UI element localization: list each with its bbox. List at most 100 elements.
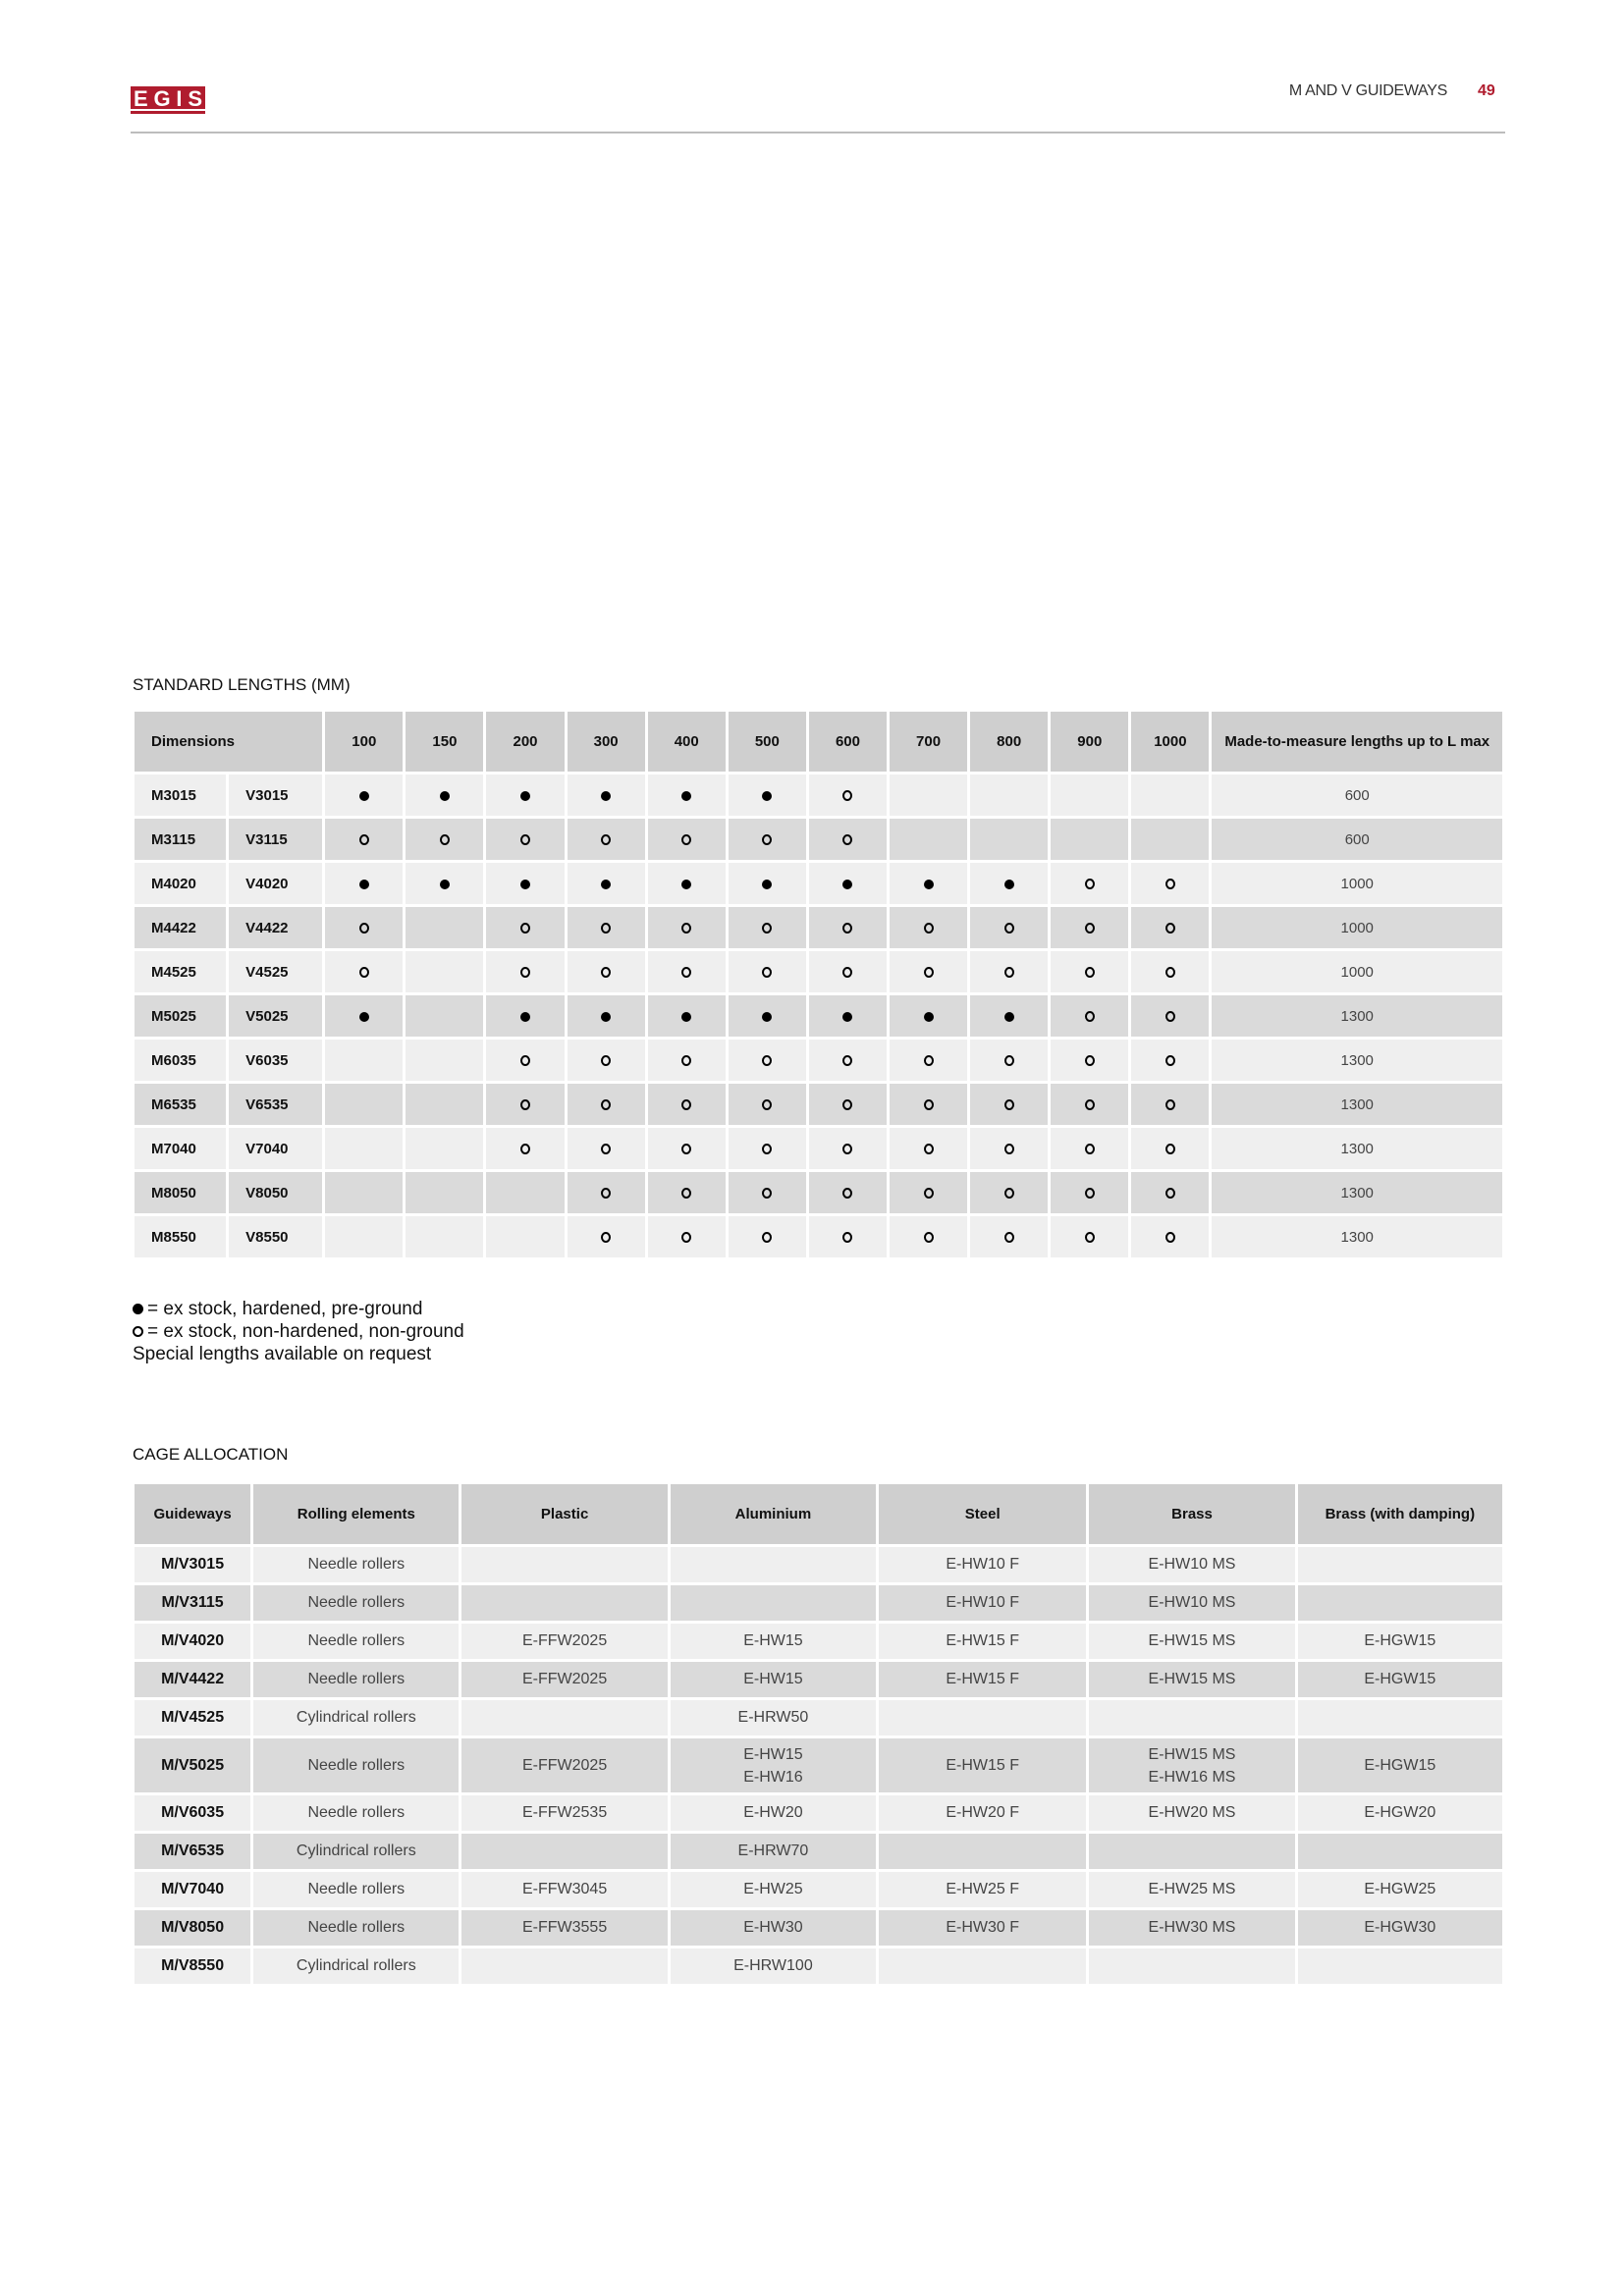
cage-cell: Needle rollers bbox=[253, 1872, 460, 1907]
table-header-row: Dimensions 100 150 200 300 400 500 600 700 800 90… bbox=[135, 712, 1502, 772]
filled-dot-icon bbox=[601, 790, 612, 801]
lmax-value: 1300 bbox=[1212, 1216, 1502, 1257]
guideway-cell: M/V3015 bbox=[135, 1547, 251, 1582]
filled-dot-icon bbox=[601, 879, 612, 889]
availability-cell bbox=[567, 1216, 645, 1257]
open-dot-icon bbox=[842, 1055, 853, 1067]
legend-note: Special lengths available on request bbox=[133, 1344, 432, 1364]
cage-cell: E-HW20 F bbox=[879, 1795, 1087, 1831]
filled-dot-icon bbox=[842, 879, 853, 889]
availability-cell bbox=[406, 1128, 484, 1169]
open-dot-icon bbox=[1164, 879, 1175, 890]
availability-cell bbox=[808, 1128, 888, 1169]
availability-cell bbox=[890, 995, 968, 1037]
open-dot-icon bbox=[762, 923, 773, 934]
open-dot-icon bbox=[681, 1055, 692, 1067]
v-designation: V3115 bbox=[229, 819, 323, 860]
table-row: M/V8050 Needle rollers E-FFW3555 E-HW30 E-HW… bbox=[135, 1910, 1502, 1946]
open-dot-icon bbox=[681, 1099, 692, 1111]
availability-cell bbox=[1051, 907, 1129, 948]
filled-dot-icon bbox=[133, 1304, 143, 1314]
table-row: M4020 V4020 1000 bbox=[135, 863, 1502, 904]
cage-cell: E-HW10 MS bbox=[1089, 1547, 1295, 1582]
legend: = ex stock, hardened, pre-ground = ex st… bbox=[133, 1298, 464, 1365]
availability-cell bbox=[1051, 995, 1129, 1037]
availability-cell bbox=[406, 1084, 484, 1125]
open-dot-icon bbox=[601, 923, 612, 934]
column-header-length: 600 bbox=[808, 712, 888, 772]
availability-cell bbox=[406, 863, 484, 904]
cage-cell: E-HGW15 bbox=[1297, 1624, 1502, 1659]
v-designation: V6535 bbox=[229, 1084, 323, 1125]
availability-cell bbox=[567, 1172, 645, 1213]
availability-cell bbox=[406, 774, 484, 816]
availability-cell bbox=[1051, 1216, 1129, 1257]
lmax-value: 1300 bbox=[1212, 1128, 1502, 1169]
filled-dot-icon bbox=[1003, 879, 1014, 889]
cage-cell bbox=[1297, 1547, 1502, 1582]
cage-cell: Needle rollers bbox=[253, 1795, 460, 1831]
open-dot-icon bbox=[1084, 1144, 1095, 1155]
availability-cell bbox=[325, 951, 404, 992]
cage-cell bbox=[879, 1834, 1087, 1869]
table-row: M/V6535 Cylindrical rollers E-HRW70 bbox=[135, 1834, 1502, 1869]
v-designation: V4525 bbox=[229, 951, 323, 992]
availability-cell bbox=[486, 819, 565, 860]
availability-cell bbox=[728, 774, 806, 816]
availability-cell bbox=[728, 951, 806, 992]
cage-cell: E-FFW2025 bbox=[461, 1624, 668, 1659]
table-row: M7040 V7040 1300 bbox=[135, 1128, 1502, 1169]
cage-cell bbox=[670, 1547, 877, 1582]
standard-lengths-table: Dimensions 100 150 200 300 400 500 600 700 800 90… bbox=[132, 709, 1505, 1260]
availability-cell bbox=[728, 1128, 806, 1169]
open-dot-icon bbox=[1164, 1011, 1175, 1023]
table-row: M/V5025 Needle rollers E-FFW2025 E-HW15 E-HW… bbox=[135, 1738, 1502, 1792]
availability-cell bbox=[567, 1128, 645, 1169]
cage-cell: E-HW15 F bbox=[879, 1624, 1087, 1659]
guideway-cell: M/V4020 bbox=[135, 1624, 251, 1659]
column-header: Steel bbox=[879, 1484, 1087, 1544]
availability-cell bbox=[728, 819, 806, 860]
cell-line: E-HW15 MS bbox=[1148, 1745, 1236, 1763]
legend-open-label: = ex stock, non-hardened, non-ground bbox=[147, 1321, 464, 1342]
open-dot-icon bbox=[439, 834, 450, 846]
availability-cell bbox=[1131, 907, 1210, 948]
v-designation: V6035 bbox=[229, 1040, 323, 1081]
cage-cell: E-HW10 F bbox=[879, 1547, 1087, 1582]
cage-cell bbox=[1089, 1949, 1295, 1984]
column-header: Brass (with damping) bbox=[1297, 1484, 1502, 1544]
open-dot-icon bbox=[1084, 923, 1095, 934]
standard-lengths-title: STANDARD LENGTHS (MM) bbox=[133, 675, 351, 694]
legend-item-filled: = ex stock, hardened, pre-ground bbox=[133, 1298, 464, 1320]
table-row: M/V3115 Needle rollers E-HW10 F E-HW10 MS bbox=[135, 1585, 1502, 1621]
availability-cell bbox=[728, 1216, 806, 1257]
availability-cell bbox=[567, 819, 645, 860]
availability-cell bbox=[486, 1172, 565, 1213]
availability-cell bbox=[647, 1172, 726, 1213]
lmax-header-label: Made-to-measure lengths up to L max bbox=[1224, 732, 1490, 750]
availability-cell bbox=[970, 951, 1049, 992]
availability-cell bbox=[567, 1084, 645, 1125]
availability-cell bbox=[1051, 1040, 1129, 1081]
m-designation: M7040 bbox=[135, 1128, 227, 1169]
availability-cell bbox=[728, 907, 806, 948]
column-header-length: 800 bbox=[970, 712, 1049, 772]
availability-cell bbox=[486, 1040, 565, 1081]
m-designation: M3115 bbox=[135, 819, 227, 860]
v-designation: V3015 bbox=[229, 774, 323, 816]
open-dot-icon bbox=[681, 1144, 692, 1155]
availability-cell bbox=[1131, 774, 1210, 816]
availability-cell bbox=[325, 1216, 404, 1257]
column-header-lmax: Made-to-measure lengths up to L max bbox=[1212, 712, 1502, 772]
filled-dot-icon bbox=[842, 1011, 853, 1022]
availability-cell bbox=[970, 863, 1049, 904]
cell-line: E-HW15 bbox=[743, 1745, 803, 1763]
availability-cell bbox=[890, 774, 968, 816]
availability-cell bbox=[808, 1040, 888, 1081]
availability-cell bbox=[808, 1084, 888, 1125]
availability-cell bbox=[1051, 1084, 1129, 1125]
table-row: M/V8550 Cylindrical rollers E-HRW100 bbox=[135, 1949, 1502, 1984]
open-dot-icon bbox=[520, 1055, 531, 1067]
availability-cell bbox=[325, 907, 404, 948]
availability-cell bbox=[808, 1172, 888, 1213]
